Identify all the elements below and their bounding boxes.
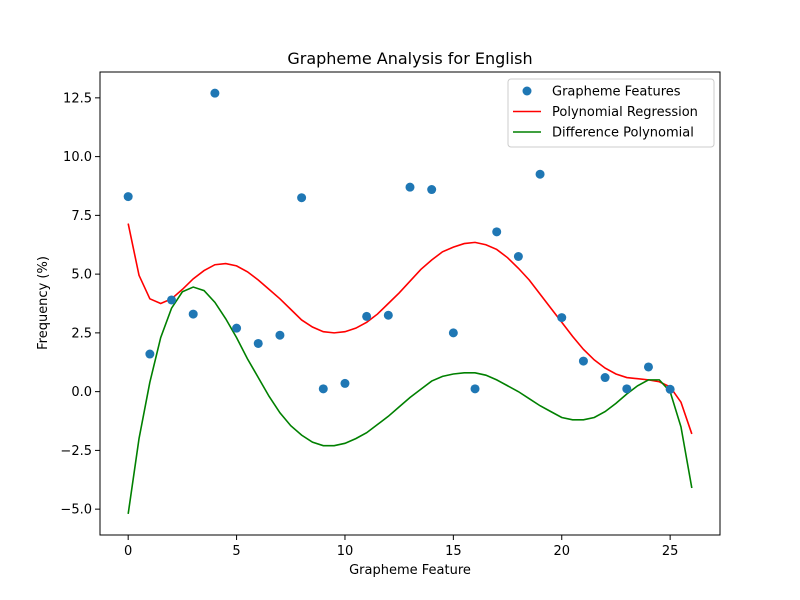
- data-point: [470, 384, 480, 394]
- legend-label: Grapheme Features: [552, 85, 681, 100]
- data-point: [297, 193, 307, 203]
- legend: Grapheme Features Polynomial Regression Di…: [507, 78, 715, 148]
- data-point: [557, 313, 567, 323]
- data-point: [253, 338, 263, 348]
- y-tick-label: 7.5: [71, 209, 92, 224]
- data-point: [578, 356, 588, 366]
- y-axis-label: Frequency (%): [36, 256, 51, 350]
- x-tick-label: 10: [337, 544, 354, 559]
- data-point: [340, 378, 350, 388]
- x-tick-label: 20: [553, 544, 570, 559]
- data-point: [622, 384, 632, 394]
- x-tick-label: 5: [232, 544, 240, 559]
- data-point: [188, 309, 198, 319]
- legend-box: [507, 78, 715, 148]
- data-point: [513, 251, 523, 261]
- y-tick-label: −2.5: [60, 444, 92, 459]
- plot-area: 0 5 10 15 20 25 −5.0 −2.5 0.0 2.5 5.0 7.5 10.0 12.5: [60, 71, 721, 559]
- data-point: [643, 362, 653, 372]
- y-tick-label: −5.0: [60, 503, 92, 518]
- data-point: [492, 227, 502, 237]
- data-point: [600, 373, 610, 383]
- data-point: [167, 295, 177, 305]
- data-point: [405, 182, 415, 192]
- data-point: [362, 311, 372, 321]
- data-point: [210, 88, 220, 98]
- data-point: [123, 192, 133, 202]
- axes-frame: [99, 71, 721, 536]
- chart-title: Grapheme Analysis for English: [287, 49, 532, 68]
- data-point: [535, 169, 545, 179]
- data-point: [145, 349, 155, 359]
- x-axis-label: Grapheme Feature: [349, 563, 471, 578]
- data-point: [318, 384, 328, 394]
- data-point: [275, 330, 285, 340]
- data-point: [448, 328, 458, 338]
- series-line-2: [127, 286, 693, 514]
- x-tick-label: 15: [445, 544, 462, 559]
- data-point: [232, 323, 242, 333]
- y-tick-label: 2.5: [71, 326, 92, 341]
- series-line-1: [127, 223, 693, 435]
- data-point: [665, 384, 675, 394]
- legend-marker: [522, 86, 532, 96]
- y-tick-label: 5.0: [71, 268, 92, 283]
- legend-label: Polynomial Regression: [552, 105, 698, 120]
- y-tick-label: 10.0: [63, 150, 92, 165]
- y-tick-label: 12.5: [63, 91, 92, 106]
- legend-label: Difference Polynomial: [552, 126, 694, 141]
- data-point: [383, 310, 393, 320]
- x-tick-label: 25: [662, 544, 679, 559]
- x-tick-label: 0: [124, 544, 132, 559]
- data-point: [427, 185, 437, 195]
- y-tick-label: 0.0: [71, 385, 92, 400]
